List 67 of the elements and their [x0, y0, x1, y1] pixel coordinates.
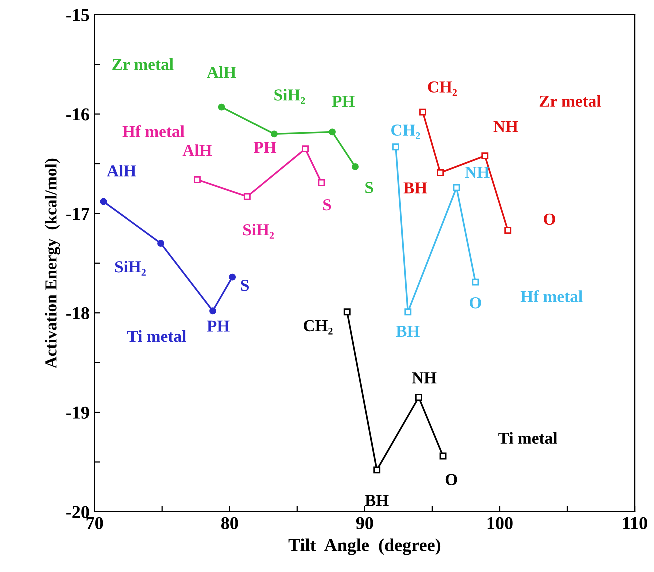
point [344, 308, 351, 316]
annotation: SiH₂ [115, 260, 146, 276]
point [374, 466, 381, 474]
annotation: BH [365, 495, 389, 506]
x-tick-label: 90 [356, 517, 374, 530]
point [158, 240, 164, 247]
x-axis-title: Tilt Angle (degree) [288, 538, 441, 556]
annotation: PH [207, 320, 230, 332]
y-tick-label: -20 [66, 506, 90, 518]
point [482, 152, 489, 160]
x-tick-label: 80 [221, 517, 238, 530]
y-axis-title: Activation Energy (kcal/mol) [45, 158, 60, 369]
text: Hf metal [122, 125, 185, 138]
annotation: O [470, 297, 482, 309]
point [352, 164, 359, 170]
annotation: SiH₂ [244, 224, 274, 239]
x-tick-label: 100 [488, 517, 513, 530]
annotation: BH [396, 326, 420, 338]
annotation: CH₂ [304, 320, 333, 335]
annotation: AlH [207, 66, 236, 78]
point [270, 130, 278, 138]
point [318, 179, 326, 186]
annotation: O [446, 474, 458, 486]
annotation: NH [465, 167, 490, 178]
point [504, 227, 512, 234]
annotation: CH₂ [428, 82, 458, 96]
point [100, 198, 108, 206]
annotation: O [544, 214, 556, 226]
y-tick-label: -16 [66, 108, 90, 121]
annotation: PH [254, 142, 277, 154]
text: Zr metal [112, 58, 174, 70]
point [453, 184, 460, 192]
annotation: S [366, 182, 374, 194]
y-tick-label: -17 [66, 208, 90, 220]
text: Zr metal [540, 95, 602, 108]
annotation: AlH [107, 165, 136, 177]
y-tick-label: -15 [66, 9, 90, 22]
x-tick-label: 110 [623, 517, 648, 530]
point [329, 128, 336, 136]
x-tick-label: 70 [86, 517, 104, 530]
point [440, 452, 447, 460]
point [210, 308, 216, 315]
point [244, 193, 251, 200]
point [472, 278, 480, 286]
annotation: AlH [182, 144, 212, 156]
annotation: PH [332, 96, 355, 108]
series-label: Ti metal [128, 330, 186, 342]
point [218, 104, 226, 111]
annotation: S [241, 280, 250, 292]
point [194, 176, 201, 184]
annotation: NH [412, 372, 437, 384]
annotation: CH₂ [392, 124, 420, 140]
annotation: NH [494, 121, 518, 132]
text: Hf metal [520, 290, 583, 302]
annotation: S [324, 199, 332, 211]
y-tick-label: -19 [66, 406, 90, 419]
point [392, 144, 400, 151]
point [404, 308, 412, 316]
point [302, 146, 309, 153]
point [229, 274, 236, 281]
annotation: SiH₂ [274, 89, 306, 104]
point [437, 169, 444, 176]
text: Ti metal [498, 432, 558, 444]
y-tick-label: -18 [66, 307, 90, 320]
point [420, 108, 426, 116]
annotation: BH [404, 182, 428, 194]
point [415, 394, 422, 402]
